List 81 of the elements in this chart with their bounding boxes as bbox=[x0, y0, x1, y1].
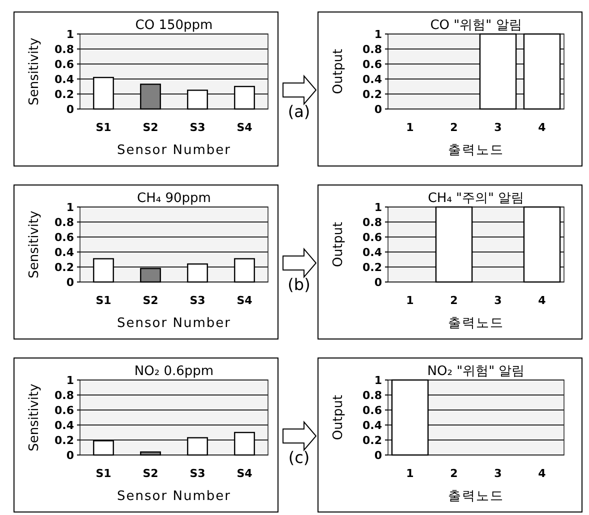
y-tick-label: 0 bbox=[66, 449, 74, 462]
chart-title: CH₄ 90ppm bbox=[137, 191, 211, 206]
y-tick-label: 0.6 bbox=[54, 231, 74, 244]
x-tick-label: S1 bbox=[96, 467, 112, 480]
y-tick-label: 0.8 bbox=[362, 216, 382, 229]
y-tick-label: 0.6 bbox=[362, 231, 382, 244]
y-tick-label: 1 bbox=[66, 28, 74, 41]
x-tick-label: 3 bbox=[494, 121, 502, 134]
x-tick-label: S2 bbox=[142, 121, 158, 134]
x-tick-label: 1 bbox=[406, 121, 414, 134]
y-tick-label: 0.2 bbox=[362, 261, 382, 274]
y-tick-label: 0.8 bbox=[362, 389, 382, 402]
x-tick-label: S3 bbox=[190, 121, 206, 134]
y-axis-title: Output bbox=[331, 222, 346, 268]
y-tick-label: 0.2 bbox=[362, 434, 382, 447]
chart-title: NO₂ "위험" 알림 bbox=[427, 364, 525, 379]
y-tick-label: 0 bbox=[374, 276, 382, 289]
x-tick-label: S1 bbox=[96, 294, 112, 307]
x-tick-label: 4 bbox=[538, 121, 546, 134]
y-tick-label: 1 bbox=[66, 374, 74, 387]
y-tick-label: 0.8 bbox=[54, 389, 74, 402]
chart-title: CO 150ppm bbox=[135, 18, 213, 33]
x-axis-title: 출력노드 bbox=[448, 143, 504, 158]
chart-title: NO₂ 0.6ppm bbox=[134, 364, 214, 379]
y-tick-label: 0 bbox=[66, 103, 74, 116]
x-tick-label: S4 bbox=[236, 121, 253, 134]
x-tick-label: S3 bbox=[190, 467, 206, 480]
x-tick-label: 2 bbox=[450, 294, 458, 307]
x-axis-title: Sensor Number bbox=[117, 316, 231, 331]
text: (a) bbox=[288, 102, 310, 121]
y-axis-title: Output bbox=[331, 394, 346, 440]
y-tick-label: 0.2 bbox=[362, 88, 382, 101]
y-tick-label: 0.6 bbox=[362, 404, 382, 417]
y-tick-label: 1 bbox=[66, 201, 74, 214]
text: (c) bbox=[288, 448, 310, 467]
x-tick-label: S4 bbox=[236, 294, 253, 307]
x-tick-label: 1 bbox=[406, 294, 414, 307]
y-tick-label: 0 bbox=[374, 103, 382, 116]
y-tick-label: 0.2 bbox=[54, 261, 74, 274]
x-tick-label: 3 bbox=[494, 294, 502, 307]
y-tick-label: 0.8 bbox=[54, 43, 74, 56]
y-tick-label: 0.6 bbox=[362, 58, 382, 71]
chart-title: CH₄ "주의" 알림 bbox=[428, 191, 524, 206]
x-tick-label: 4 bbox=[538, 294, 546, 307]
x-tick-label: 1 bbox=[406, 467, 414, 480]
x-tick-label: 4 bbox=[538, 467, 546, 480]
x-axis-title: 출력노드 bbox=[448, 489, 504, 504]
y-axis-title: Sensitivity bbox=[27, 37, 42, 106]
y-tick-label: 0.4 bbox=[362, 246, 382, 259]
y-axis-title: Sensitivity bbox=[27, 210, 42, 278]
x-axis-title: 출력노드 bbox=[448, 316, 504, 331]
y-tick-label: 0.8 bbox=[362, 43, 382, 56]
x-tick-label: S4 bbox=[236, 467, 253, 480]
y-tick-label: 0.8 bbox=[54, 216, 74, 229]
y-tick-label: 0.6 bbox=[54, 404, 74, 417]
x-tick-label: 2 bbox=[450, 121, 458, 134]
y-tick-label: 0.6 bbox=[54, 58, 74, 71]
text: (b) bbox=[288, 275, 310, 294]
y-tick-label: 0.4 bbox=[362, 419, 382, 432]
y-tick-label: 0.2 bbox=[54, 434, 74, 447]
x-tick-label: 2 bbox=[450, 467, 458, 480]
x-tick-label: S1 bbox=[96, 121, 112, 134]
x-tick-label: S3 bbox=[190, 294, 206, 307]
x-tick-label: S2 bbox=[142, 294, 158, 307]
y-axis-title: Sensitivity bbox=[27, 383, 42, 452]
y-tick-label: 1 bbox=[374, 201, 382, 214]
y-tick-label: 0 bbox=[66, 276, 74, 289]
y-tick-label: 0.4 bbox=[54, 73, 74, 86]
y-tick-label: 0.2 bbox=[54, 88, 74, 101]
y-tick-label: 0.4 bbox=[54, 419, 74, 432]
x-axis-title: Sensor Number bbox=[117, 489, 231, 504]
x-tick-label: 3 bbox=[494, 467, 502, 480]
x-tick-label: S2 bbox=[142, 467, 158, 480]
y-tick-label: 1 bbox=[374, 374, 382, 387]
chart-title: CO "위험" 알림 bbox=[430, 18, 522, 33]
y-tick-label: 0.4 bbox=[362, 73, 382, 86]
y-axis-title: Output bbox=[331, 48, 346, 94]
x-axis-title: Sensor Number bbox=[117, 143, 231, 158]
y-tick-label: 1 bbox=[374, 28, 382, 41]
y-tick-label: 0.4 bbox=[54, 246, 74, 259]
y-tick-label: 0 bbox=[374, 449, 382, 462]
